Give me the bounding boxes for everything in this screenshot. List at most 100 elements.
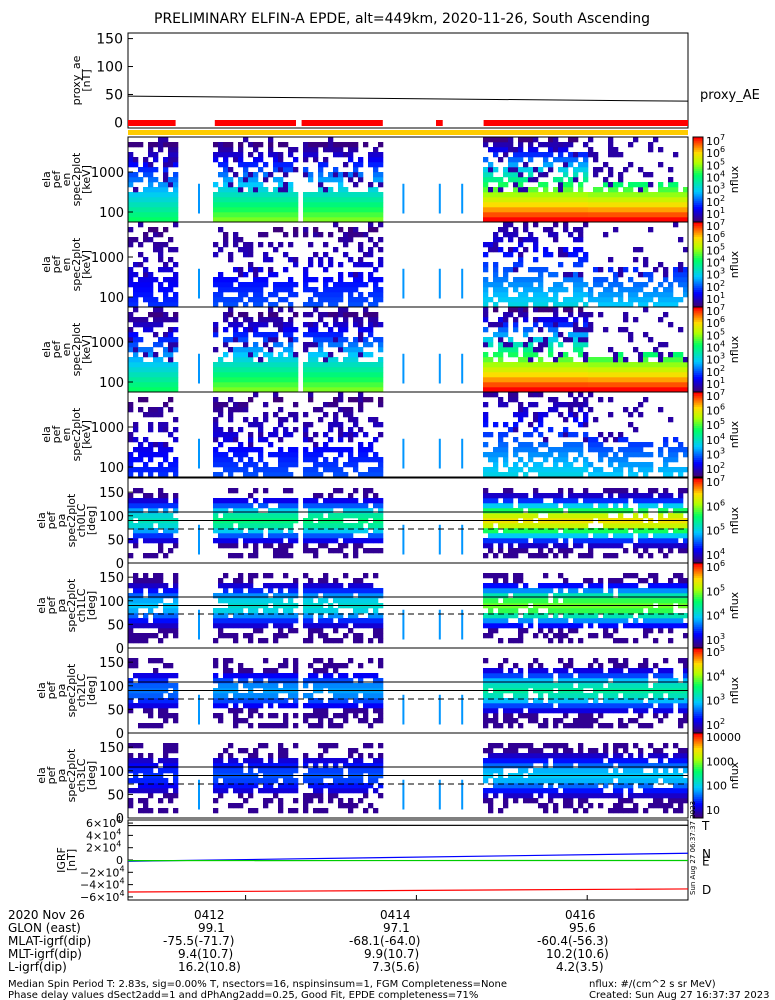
spec-pixel xyxy=(138,192,144,198)
spec-pixel xyxy=(128,172,134,178)
spec-pixel xyxy=(623,287,629,293)
spec-pixel xyxy=(513,182,519,188)
spec-pixel xyxy=(338,543,344,549)
colorbar-tick-label: 101 xyxy=(706,291,725,306)
spec-pixel xyxy=(363,618,369,624)
spec-pixel xyxy=(368,588,374,594)
spec-pixel xyxy=(288,277,294,283)
spec-pixel xyxy=(263,212,269,218)
spec-pixel xyxy=(553,137,559,143)
spec-pixel xyxy=(578,237,584,243)
spec-pixel xyxy=(613,382,619,388)
spec-pixel xyxy=(313,553,319,559)
spec-pixel xyxy=(268,382,274,388)
spec-pixel xyxy=(228,618,234,624)
spec-pixel xyxy=(668,452,674,458)
spec-ylabel-line: [keV] xyxy=(80,165,93,194)
spec-pixel xyxy=(158,287,164,293)
spec-pixel xyxy=(683,292,689,298)
spec-pixel xyxy=(588,372,594,378)
spec-pixel xyxy=(343,307,349,313)
spec-pixel xyxy=(563,207,569,213)
spec-pixel xyxy=(273,618,279,624)
spec-pixel xyxy=(518,442,524,448)
spec-pixel xyxy=(328,422,334,428)
spec-pixel xyxy=(678,282,684,288)
spec-pixel xyxy=(608,147,614,153)
spec-pixel xyxy=(568,332,574,338)
spec-pixel xyxy=(243,302,249,308)
spec-pixel xyxy=(678,493,684,499)
spec-pixel xyxy=(248,593,254,599)
spec-pixel xyxy=(223,177,229,183)
spec-pixel xyxy=(163,508,169,514)
spec-pixel xyxy=(653,347,659,353)
spec-pixel xyxy=(568,472,574,478)
spec-pixel xyxy=(308,302,314,308)
colorbar-cell xyxy=(693,492,703,496)
spec-pixel xyxy=(138,598,144,604)
spec-pixel xyxy=(228,387,234,393)
spec-pixel xyxy=(553,157,559,163)
spec-pixel xyxy=(523,247,529,253)
spec-pixel xyxy=(573,207,579,213)
spec-pixel xyxy=(313,407,319,413)
spec-pixel xyxy=(358,402,364,408)
spec-pixel xyxy=(273,157,279,163)
colorbar-tick-label: 106 xyxy=(706,315,725,330)
spec-pixel xyxy=(603,327,609,333)
spec-pixel xyxy=(243,332,249,338)
spec-pixel xyxy=(513,588,519,594)
spec-pixel xyxy=(588,548,594,554)
spec-pixel xyxy=(358,407,364,413)
spec-pixel xyxy=(133,503,139,509)
spec-pixel xyxy=(658,162,664,168)
spec-pixel xyxy=(313,498,319,504)
spec-pixel xyxy=(273,177,279,183)
spec-pixel xyxy=(553,513,559,519)
colorbar-tick-label: 105 xyxy=(706,523,725,538)
spec-pixel xyxy=(138,367,144,373)
spec-pixel xyxy=(148,312,154,318)
spec-pixel xyxy=(488,367,494,373)
spec-pixel xyxy=(538,392,544,398)
spec-pixel xyxy=(148,182,154,188)
spec-pixel xyxy=(598,447,604,453)
spec-pixel xyxy=(643,442,649,448)
spec-pixel xyxy=(378,182,384,188)
spec-pixel xyxy=(248,422,254,428)
spec-pixel xyxy=(318,462,324,468)
spec-pixel xyxy=(303,457,309,463)
spec-pixel xyxy=(343,523,349,529)
spec-pixel xyxy=(128,152,134,158)
spec-pixel xyxy=(523,432,529,438)
spec-pixel xyxy=(138,287,144,293)
spec-pixel xyxy=(483,417,489,423)
spec-pixel xyxy=(363,538,369,544)
spec-pixel xyxy=(673,457,679,463)
spec-pixel xyxy=(498,593,504,599)
spec-pixel xyxy=(253,212,259,218)
spec-pixel xyxy=(238,142,244,148)
spec-pixel xyxy=(528,347,534,353)
spec-pixel xyxy=(338,277,344,283)
spec-pixel xyxy=(538,377,544,383)
spec-pixel xyxy=(363,362,369,368)
spec-pixel xyxy=(573,543,579,549)
spec-pixel xyxy=(683,488,689,494)
spec-pixel xyxy=(513,307,519,313)
spec-pixel xyxy=(378,217,384,223)
spec-pixel xyxy=(608,508,614,514)
spec-pixel xyxy=(253,462,259,468)
spec-pixel xyxy=(538,462,544,468)
spec-pixel xyxy=(368,327,374,333)
spec-pixel xyxy=(563,202,569,208)
spec-pixel xyxy=(353,578,359,584)
spec-pixel xyxy=(338,292,344,298)
spec-pixel xyxy=(673,217,679,223)
spec-pixel xyxy=(373,217,379,223)
spec-pixel xyxy=(368,397,374,403)
colorbar-cell xyxy=(693,330,703,333)
spec-pixel xyxy=(553,302,559,308)
spec-pixel xyxy=(128,618,134,624)
